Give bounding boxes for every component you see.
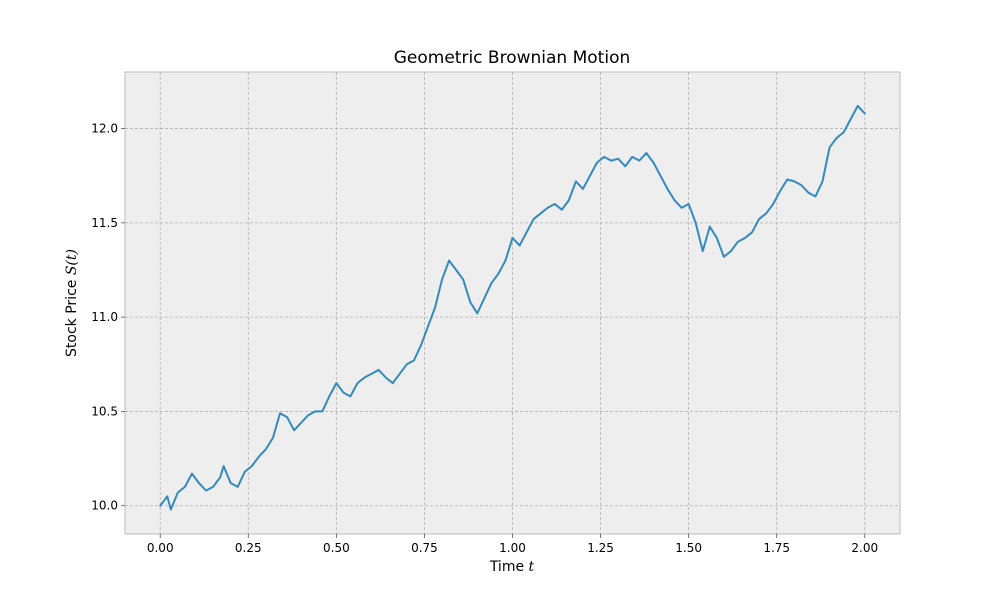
grid-lines: [125, 72, 900, 534]
y-tick-label: 12.0: [91, 122, 118, 136]
y-axis-label: Stock Price S(t): [64, 249, 80, 357]
y-axis-label-variable: S(t): [64, 249, 80, 275]
x-tick-label: 0.50: [323, 541, 350, 555]
chart-title: Geometric Brownian Motion: [394, 48, 631, 68]
x-tick-label: 1.75: [763, 541, 790, 555]
y-axis-label-text: Stock Price: [64, 275, 80, 357]
y-tick-label: 11.0: [91, 310, 118, 324]
y-tick-label: 10.0: [91, 499, 118, 513]
x-axis-label-text: Time: [489, 559, 529, 575]
y-axis-ticks: 10.0 10.5 11.0 11.5 12.0: [91, 122, 125, 513]
x-tick-label: 0.75: [411, 541, 438, 555]
x-axis-label-variable: t: [529, 559, 535, 575]
x-tick-label: 1.25: [587, 541, 614, 555]
x-axis-label: Time t: [489, 559, 535, 575]
series-line-0: [159, 104, 866, 511]
x-tick-label: 1.00: [499, 541, 526, 555]
x-axis-ticks: 0.00 0.25 0.50 0.75 1.00 1.25 1.50 1.75 2.00: [147, 534, 878, 555]
series-layer: [159, 104, 866, 511]
y-tick-label: 10.5: [91, 404, 118, 418]
y-tick-label: 11.5: [91, 216, 118, 230]
x-tick-label: 2.00: [851, 541, 878, 555]
x-tick-label: 0.25: [235, 541, 262, 555]
x-tick-label: 1.50: [675, 541, 702, 555]
x-tick-label: 0.00: [147, 541, 174, 555]
